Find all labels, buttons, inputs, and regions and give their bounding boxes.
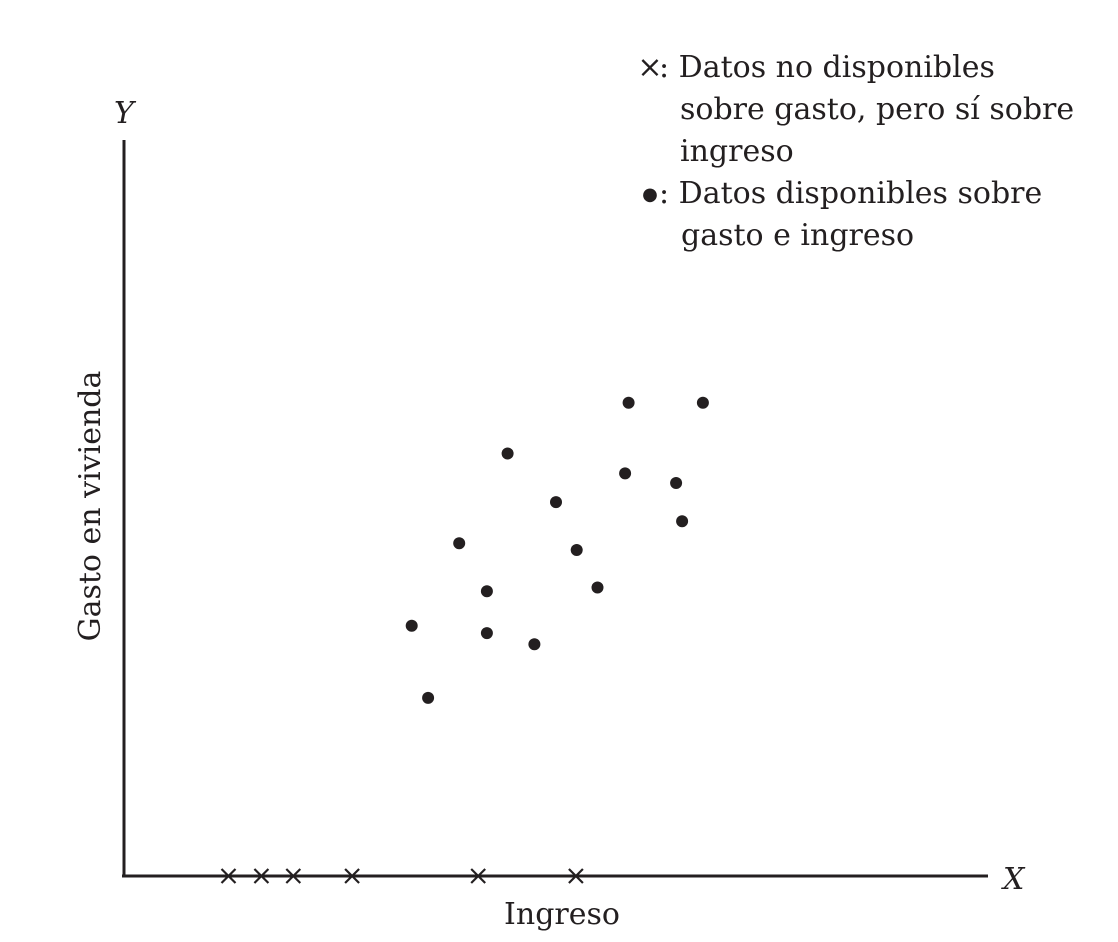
legend-dot-line-2: gasto e ingreso [681,218,914,253]
x-axis-label: Ingreso [504,897,620,932]
legend-entry-missing-expenditure: × : Datos no disponibles sobre gasto, pe… [637,50,1074,169]
data-point-cross [568,868,584,884]
data-point-dot [422,691,435,704]
axes [122,140,988,878]
data-point-cross [344,868,360,884]
data-point-dot [405,619,418,632]
data-points [220,396,709,884]
y-axis-label: Gasto en vivienda [73,371,108,642]
data-point-cross [253,868,270,884]
data-point-cross [470,868,486,884]
legend-cross-line-3: ingreso [680,134,794,169]
data-point-dot [619,467,632,480]
legend-dot-symbol: ● [642,184,658,205]
legend-cross-line-2: sobre gasto, pero sí sobre [680,92,1074,127]
data-point-dot [453,537,466,550]
y-axis-symbol: Y [114,96,137,131]
data-point-dot [528,638,541,651]
legend-entry-available-data: ● : Datos disponibles sobre gasto e ingr… [642,176,1042,253]
data-point-dot [622,396,635,409]
legend-cross-symbol: × [637,50,662,85]
data-point-dot [501,447,514,460]
data-point-dot [480,585,493,598]
data-point-dot [670,477,683,489]
legend: × : Datos no disponibles sobre gasto, pe… [637,50,1074,253]
data-point-dot [550,496,562,509]
legend-cross-line-1: : Datos no disponibles [659,50,995,85]
data-point-dot [696,396,709,409]
legend-dot-line-1: : Datos disponibles sobre [659,176,1042,211]
data-point-dot [480,627,493,640]
data-point-dot [591,581,604,594]
data-point-cross [220,868,237,884]
data-point-dot [676,515,689,528]
data-point-cross [285,868,302,884]
data-point-dot [570,544,583,556]
x-axis-symbol: X [1001,862,1026,897]
